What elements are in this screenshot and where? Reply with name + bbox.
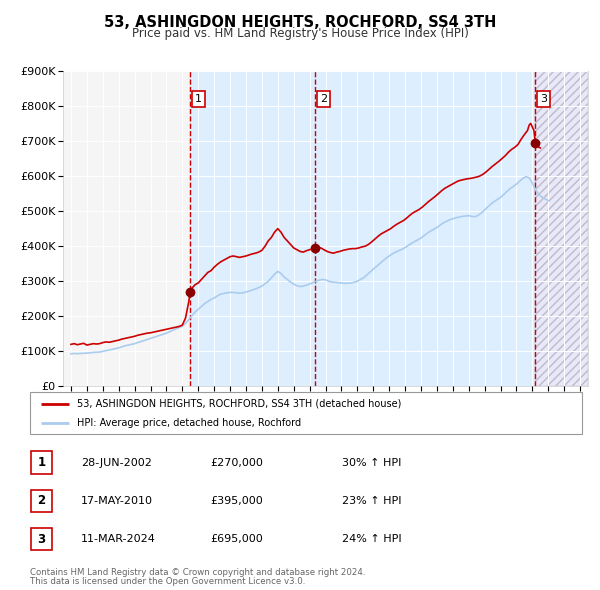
Text: HPI: Average price, detached house, Rochford: HPI: Average price, detached house, Roch… (77, 418, 301, 428)
Text: Price paid vs. HM Land Registry's House Price Index (HPI): Price paid vs. HM Land Registry's House … (131, 27, 469, 40)
Bar (316, 71, 535, 386)
Text: 3: 3 (37, 533, 46, 546)
Text: 28-JUN-2002: 28-JUN-2002 (81, 458, 152, 467)
Text: 53, ASHINGDON HEIGHTS, ROCHFORD, SS4 3TH: 53, ASHINGDON HEIGHTS, ROCHFORD, SS4 3TH (104, 15, 496, 30)
Text: 1: 1 (37, 456, 46, 469)
FancyBboxPatch shape (31, 451, 52, 474)
Text: £270,000: £270,000 (210, 458, 263, 467)
FancyBboxPatch shape (31, 528, 52, 550)
Text: £695,000: £695,000 (210, 535, 263, 544)
Bar (190, 71, 316, 386)
Bar (535, 71, 588, 386)
Text: 23% ↑ HPI: 23% ↑ HPI (342, 496, 401, 506)
Text: 3: 3 (540, 94, 547, 104)
Text: 2: 2 (320, 94, 328, 104)
Bar (535, 71, 588, 386)
Text: 1: 1 (195, 94, 202, 104)
Text: Contains HM Land Registry data © Crown copyright and database right 2024.: Contains HM Land Registry data © Crown c… (30, 568, 365, 577)
FancyBboxPatch shape (30, 392, 582, 434)
Text: £395,000: £395,000 (210, 496, 263, 506)
Text: 30% ↑ HPI: 30% ↑ HPI (342, 458, 401, 467)
FancyBboxPatch shape (31, 490, 52, 512)
Text: 17-MAY-2010: 17-MAY-2010 (81, 496, 153, 506)
Text: 53, ASHINGDON HEIGHTS, ROCHFORD, SS4 3TH (detached house): 53, ASHINGDON HEIGHTS, ROCHFORD, SS4 3TH… (77, 399, 401, 409)
Text: 11-MAR-2024: 11-MAR-2024 (81, 535, 156, 544)
Text: This data is licensed under the Open Government Licence v3.0.: This data is licensed under the Open Gov… (30, 577, 305, 586)
Text: 2: 2 (37, 494, 46, 507)
Text: 24% ↑ HPI: 24% ↑ HPI (342, 535, 401, 544)
